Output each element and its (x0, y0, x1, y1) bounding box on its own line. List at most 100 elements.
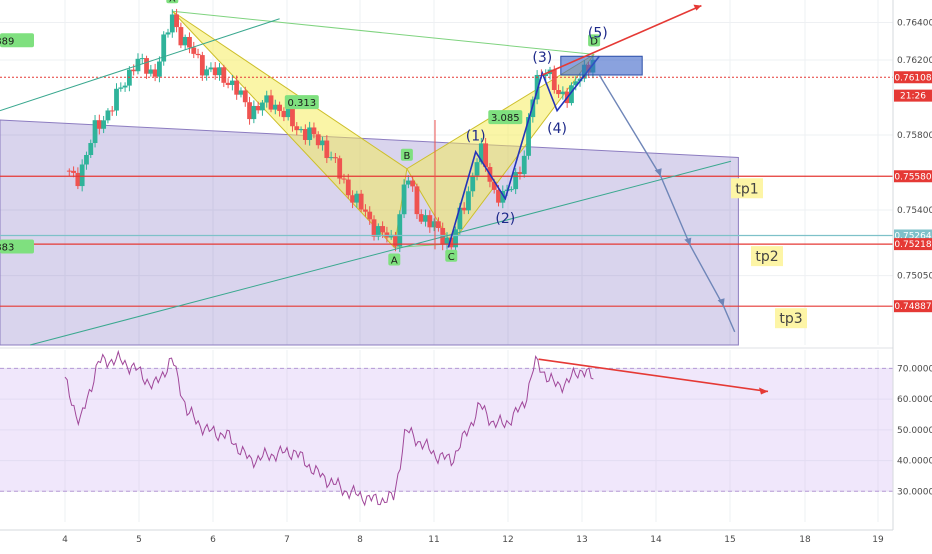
candle-body (496, 189, 501, 203)
trendline-lower (29, 160, 732, 346)
candle-body (354, 193, 360, 203)
candle-body (453, 229, 458, 248)
candle-body (350, 195, 355, 203)
candle-body (157, 61, 162, 77)
time-tick-label: 7 (284, 535, 290, 545)
candle-body (556, 90, 561, 95)
rsi-tick-label: 60.0000 (897, 395, 932, 405)
candle-body (105, 110, 111, 121)
candle-body (234, 80, 240, 95)
pattern-point-badge (388, 253, 401, 266)
candle-body (247, 102, 252, 120)
target-badge (751, 246, 783, 267)
candle-body (204, 69, 210, 76)
candle-body (182, 36, 188, 46)
candle-body (478, 143, 484, 163)
candle-body (255, 105, 261, 111)
candle-body (328, 157, 334, 159)
candle-body (324, 140, 330, 159)
candle-body (195, 53, 201, 56)
candle-body (84, 154, 89, 165)
projection-arrowhead (684, 237, 692, 246)
pattern-point-label: B (403, 151, 410, 162)
time-tick-label: 12 (502, 535, 513, 545)
pattern-point-label: A (391, 256, 398, 267)
candle-body (208, 67, 214, 70)
entry-zone (560, 55, 643, 76)
candle-body (483, 143, 489, 167)
candle-body (272, 104, 278, 110)
pattern-point-badge (445, 249, 458, 262)
candle-body (165, 32, 171, 35)
rsi-divergence-arrow (538, 358, 769, 393)
candle-body (169, 14, 175, 33)
candle-body (388, 234, 394, 238)
price-tag (894, 89, 932, 102)
candle-body (277, 104, 282, 111)
projection-arrowhead (717, 298, 725, 307)
candle-body (380, 226, 386, 233)
wave-label: (5) (588, 26, 608, 42)
price-tick-label: 0.76400 (897, 19, 932, 29)
candle-body (122, 85, 128, 88)
wave-label: (4) (547, 121, 567, 137)
wave-label: (2) (495, 211, 515, 227)
candle-body (393, 234, 398, 247)
price-tag-label: 21:26 (900, 92, 926, 102)
candle-body (500, 191, 506, 203)
candle-body (311, 127, 317, 135)
time-tick-label: 14 (650, 535, 662, 545)
price-tick-label: 0.75800 (897, 131, 932, 141)
candle-body (530, 99, 536, 118)
target-badge (775, 308, 807, 329)
time-tick-label: 11 (428, 535, 439, 545)
candle-body (363, 209, 368, 212)
candle-body (508, 189, 514, 191)
candle-body (79, 164, 85, 187)
candle-body (178, 27, 184, 46)
price-tag (894, 300, 932, 313)
candle-body (294, 126, 300, 131)
rsi-band (0, 368, 893, 492)
candle-body (474, 162, 480, 176)
candle-body (285, 108, 291, 118)
candle-body (131, 69, 137, 72)
candle-body (358, 193, 364, 210)
fib-ratio-label: 3.085 (491, 113, 520, 124)
candle-body (457, 207, 463, 230)
wave-label: (3) (532, 50, 552, 66)
time-tick-label: 5 (136, 535, 142, 545)
candle-body (96, 120, 102, 129)
pattern-point-label: D (590, 36, 598, 47)
target-badge (731, 178, 763, 199)
candle-body (315, 134, 321, 146)
time-tick-label: 13 (576, 535, 587, 545)
candle-body (436, 221, 441, 228)
candle-body (526, 117, 531, 156)
price-tag (894, 238, 932, 251)
pattern-point-badge (400, 148, 413, 161)
candle-body (71, 170, 76, 173)
price-tag-label: 0.75218 (894, 240, 931, 250)
candle-body (543, 74, 549, 77)
candle-body (397, 214, 403, 247)
rsi-tick-label: 70.0000 (897, 364, 932, 374)
candle-body (139, 58, 145, 60)
price-tick-label: 0.75050 (897, 272, 932, 282)
fib-ratio-label: 0.883 (0, 243, 14, 254)
fib-ratio-badge (0, 33, 34, 48)
candle-body (534, 74, 540, 100)
candle-body (345, 179, 351, 196)
candle-body (212, 67, 218, 76)
rsi-tick-label: 30.0000 (897, 487, 932, 497)
candle-body (470, 175, 476, 192)
candle-body (517, 172, 523, 175)
candle-body (337, 158, 343, 179)
candle-body (423, 215, 428, 222)
rsi-line (64, 349, 594, 507)
candle-body (264, 95, 270, 103)
candle-body (225, 82, 231, 85)
candle-body (260, 102, 265, 111)
